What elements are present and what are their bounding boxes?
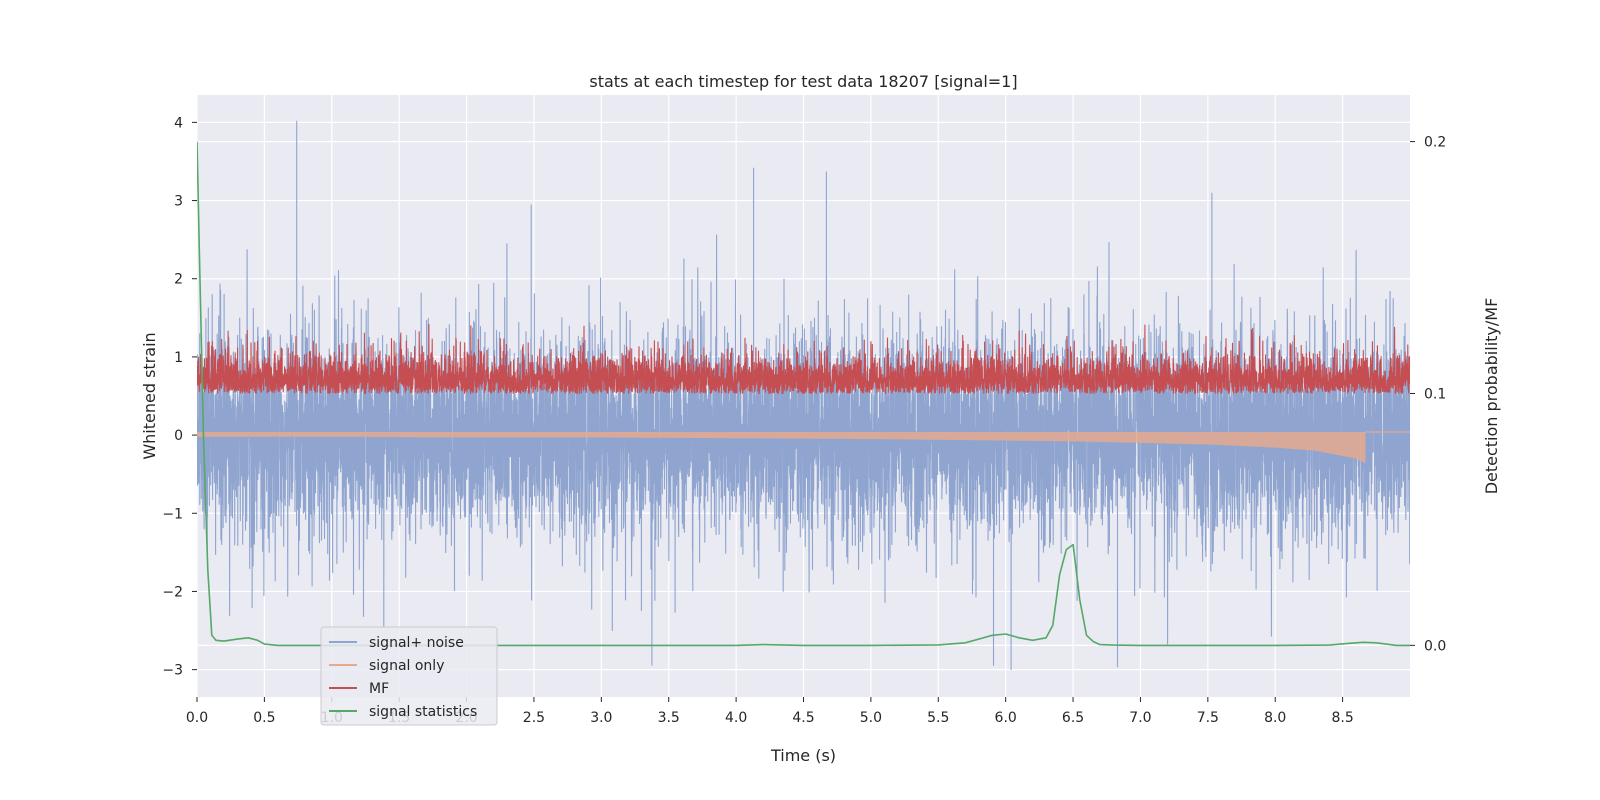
y-tick-label: −1 — [162, 506, 183, 522]
x-tick-label: 8.5 — [1331, 710, 1353, 726]
legend-label: signal+ noise — [369, 635, 464, 651]
y-tick-label: 0 — [174, 428, 183, 444]
y-tick-label: −3 — [162, 663, 183, 679]
chart-title: stats at each timestep for test data 182… — [589, 72, 1017, 91]
series-signal-noise — [197, 120, 1410, 671]
x-tick-label: 5.0 — [860, 710, 882, 726]
x-tick-label: 4.5 — [792, 710, 814, 726]
series-signal-statistics — [197, 141, 1410, 647]
x-tick-label: 3.0 — [590, 710, 612, 726]
y-tick-label: 3 — [174, 194, 183, 210]
legend-label: signal only — [369, 658, 444, 674]
x-tick-label: 0.0 — [186, 710, 208, 726]
x-tick-label: 8.0 — [1264, 710, 1286, 726]
y2-axis-label: Detection probability/MF — [1482, 298, 1501, 495]
y-axis-label: Whitened strain — [140, 332, 159, 459]
x-tick-label: 6.5 — [1062, 710, 1084, 726]
x-tick-label: 5.5 — [927, 710, 949, 726]
x-tick-label: 0.5 — [253, 710, 275, 726]
legend-box — [320, 626, 498, 726]
y2-tick-label: 0.1 — [1424, 386, 1446, 402]
legend: signal+ noise signal only MF signal statist… — [320, 626, 498, 726]
y-tick-label: −2 — [162, 584, 183, 600]
series-mf — [197, 323, 1410, 395]
legend-label: signal statistics — [369, 704, 477, 720]
series-signal-only — [197, 432, 1366, 464]
y-axis-ticks: −3 −2 −1 0 1 2 3 4 — [162, 115, 197, 679]
x-tick-label: 2.5 — [523, 710, 545, 726]
x-tick-label: 4.0 — [725, 710, 747, 726]
x-tick-label: 7.0 — [1129, 710, 1151, 726]
y-tick-label: 1 — [174, 350, 183, 366]
x-tick-label: 6.0 — [995, 710, 1017, 726]
x-axis-label: Time (s) — [770, 746, 836, 765]
series-layer — [197, 120, 1410, 671]
y2-tick-label: 0.0 — [1424, 638, 1446, 654]
y2-tick-label: 0.2 — [1424, 135, 1446, 151]
x-tick-label: 3.5 — [658, 710, 680, 726]
y-tick-label: 2 — [174, 272, 183, 288]
legend-label: MF — [369, 681, 389, 697]
y-tick-label: 4 — [174, 115, 183, 131]
x-tick-label: 7.5 — [1197, 710, 1219, 726]
y2-axis-ticks: 0.0 0.1 0.2 — [1410, 135, 1446, 654]
